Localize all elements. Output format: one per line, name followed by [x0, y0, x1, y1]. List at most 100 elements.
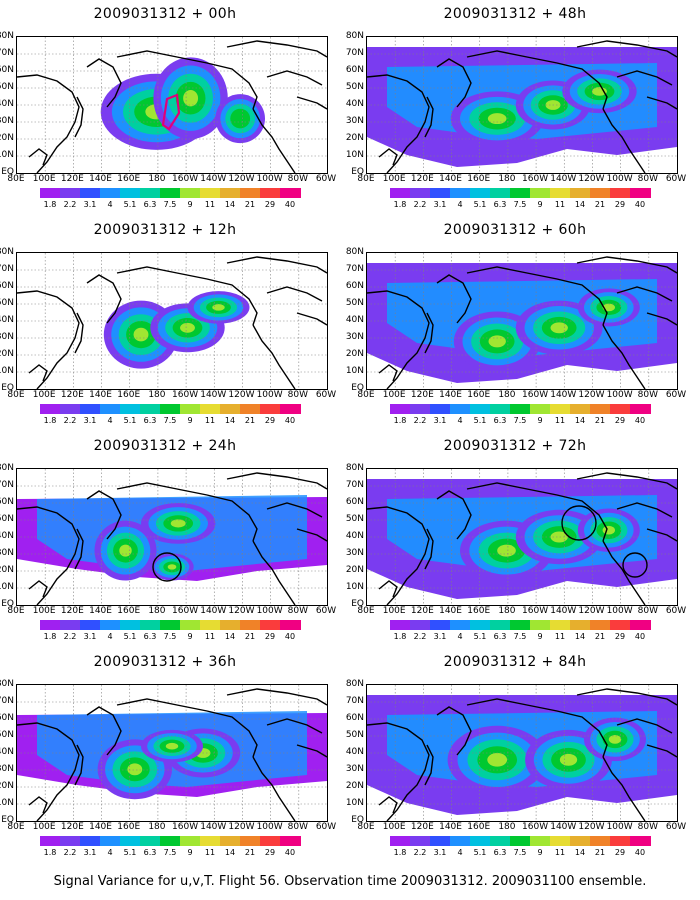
lat-tick-label: 10N [0, 150, 14, 160]
coastline [466, 50, 608, 110]
variance-contour [165, 742, 179, 750]
coastline [116, 50, 258, 110]
lon-tick-label: 100E [32, 390, 56, 400]
colorbar-swatch [590, 404, 611, 414]
panel-title: 2009031312 + 24h [93, 438, 237, 454]
coastline [252, 756, 296, 821]
coastline [296, 312, 327, 326]
colorbar: 1.8 2.2 3.1 4 5.1 6.3 7.5 9 11 14 21 29 40 [390, 836, 651, 857]
lat-tick-label: 40N [345, 747, 364, 757]
coastline [616, 718, 673, 734]
lon-tick-label: 140W [200, 606, 227, 616]
colorbar-swatch [260, 188, 281, 198]
colorbar-tick-label: 4 [107, 200, 113, 209]
colorbar-tick-label: 5.1 [123, 416, 137, 425]
lat-tick-label: 10N [0, 798, 14, 808]
lon-tick-label: 80E [7, 390, 25, 400]
colorbar-tick-label: 1.8 [393, 200, 407, 209]
lon-tick-label: 180 [148, 822, 166, 832]
panel-84h: 2009031312 + 84h 80N 70N 60N 50N 40N 30N 20N 10N… [346, 648, 686, 858]
lon-tick-label: 120W [228, 390, 255, 400]
colorbar-swatch [510, 404, 531, 414]
colorbar: 1.8 2.2 3.1 4 5.1 6.3 7.5 9 11 14 21 29 40 [40, 620, 301, 641]
lon-tick-label: 140E [439, 174, 462, 184]
lon-tick-label: 140E [89, 606, 112, 616]
colorbar: 1.8 2.2 3.1 4 5.1 6.3 7.5 9 11 14 21 29 40 [390, 620, 651, 641]
lat-tick-label: 50N [0, 82, 14, 92]
colorbar-swatch [390, 836, 411, 846]
colorbar-tick-label: 4 [457, 632, 463, 641]
colorbar-swatch [140, 404, 161, 414]
colorbar-swatch [80, 404, 101, 414]
colorbar-swatch [470, 404, 491, 414]
lon-tick-label: 80W [637, 822, 658, 832]
colorbar-tick-label: 5.1 [473, 200, 487, 209]
lon-tick-label: 140E [89, 390, 112, 400]
colorbar-tick-label: 21 [594, 416, 606, 425]
colorbar-swatch [430, 404, 451, 414]
variance-contour [487, 753, 508, 767]
coastline [646, 312, 677, 326]
lon-tick-label: 160E [467, 390, 491, 400]
colorbar-tick-label: 29 [614, 848, 626, 857]
colorbar-swatch [240, 836, 261, 846]
lat-tick-label: 30N [0, 116, 14, 126]
colorbar-swatch [60, 188, 81, 198]
lat-tick-label: 30N [0, 764, 14, 774]
lat-tick-label: EQ [1, 815, 14, 825]
coastline [296, 528, 327, 542]
colorbar-tick-label: 7.5 [163, 848, 177, 857]
colorbar-tick-label: 6.3 [143, 632, 157, 641]
colorbar-swatch [120, 404, 141, 414]
colorbar-tick-label: 40 [634, 200, 646, 209]
colorbar-swatch [410, 620, 431, 630]
lat-tick-label: 40N [345, 531, 364, 541]
colorbar-swatch [450, 620, 471, 630]
colorbar-tick-label: 4 [457, 848, 463, 857]
coastline [616, 70, 673, 86]
lon-tick-label: 160E [117, 390, 141, 400]
lat-tick-label: 50N [0, 514, 14, 524]
coastline [226, 40, 327, 58]
colorbar-tick-label: 7.5 [513, 632, 527, 641]
colorbar-swatch [220, 404, 241, 414]
colorbar-swatch [180, 404, 201, 414]
coastline [576, 40, 677, 58]
variance-map [17, 685, 327, 821]
coastline [424, 312, 434, 354]
colorbar-tick-label: 5.1 [123, 848, 137, 857]
colorbar-swatch [160, 836, 181, 846]
coastline [28, 364, 48, 382]
colorbar-tick-label: 9 [187, 632, 193, 641]
colorbar-tick-label: 5.1 [473, 848, 487, 857]
lat-tick-label: EQ [1, 599, 14, 609]
map-area [16, 36, 328, 174]
lat-tick-label: 80N [0, 31, 14, 41]
colorbar-swatch [610, 620, 631, 630]
colorbar-tick-label: 40 [634, 848, 646, 857]
colorbar-tick-label: 3.1 [83, 848, 97, 857]
lat-tick-label: EQ [1, 383, 14, 393]
lon-tick-label: 80W [287, 606, 308, 616]
lon-tick-label: 60W [315, 390, 337, 400]
variance-map [367, 37, 677, 173]
colorbar-swatch [390, 188, 411, 198]
colorbar-swatch [550, 404, 571, 414]
variance-contour [602, 525, 615, 535]
lon-tick-label: 60W [315, 606, 337, 616]
colorbar-tick-label: 3.1 [83, 416, 97, 425]
colorbar-tick-label: 1.8 [43, 200, 57, 209]
lon-tick-label: 60W [665, 822, 687, 832]
lat-tick-label: 40N [345, 99, 364, 109]
lon-tick-label: 100W [256, 606, 283, 616]
coastline [466, 266, 608, 326]
lon-tick-label: 160E [117, 606, 141, 616]
panel-title: 2009031312 + 72h [443, 438, 587, 454]
colorbar-swatch [40, 188, 61, 198]
lon-tick-label: 120E [60, 822, 84, 832]
variance-contour [212, 304, 225, 311]
colorbar-swatch [590, 836, 611, 846]
colorbar-tick-label: 9 [537, 200, 543, 209]
lat-tick-label: 20N [345, 349, 364, 359]
lat-tick-label: 40N [345, 315, 364, 325]
